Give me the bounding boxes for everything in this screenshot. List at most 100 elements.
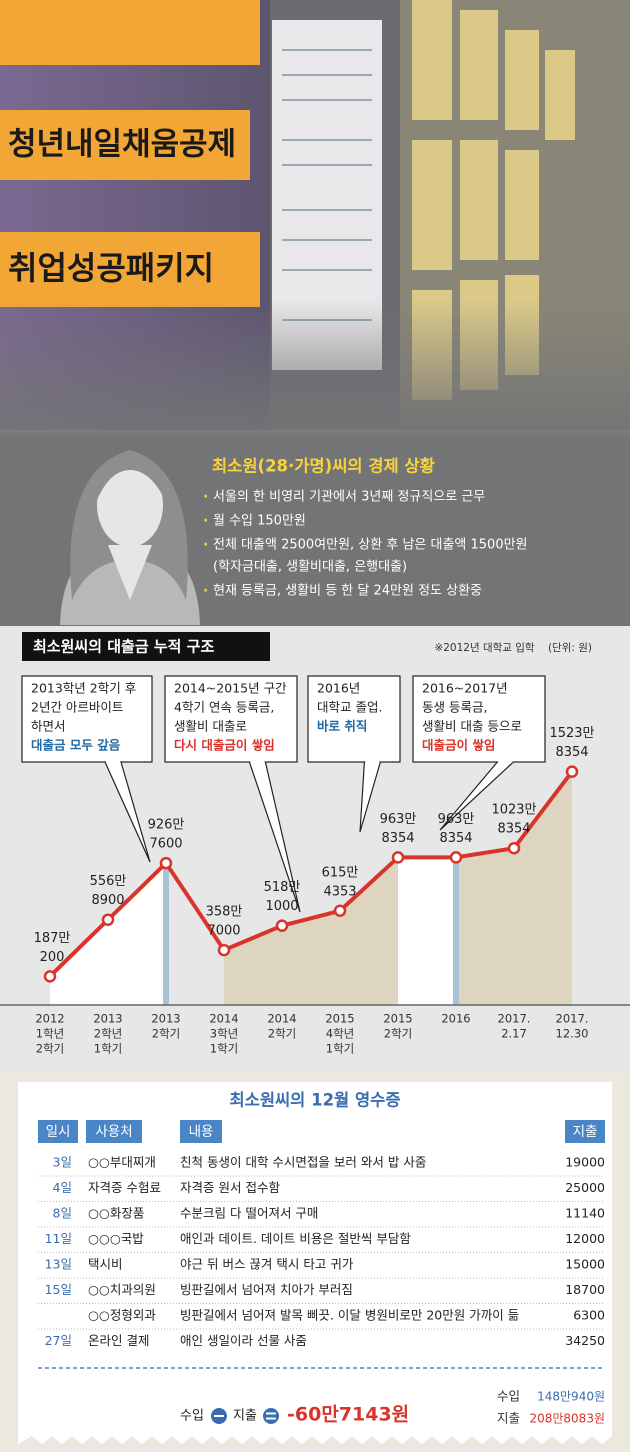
value-label: 4353 [323, 884, 356, 899]
x-tick-label: 2017. [556, 1012, 589, 1026]
receipt-title: 최소원씨의 12월 영수증 [229, 1091, 400, 1110]
amount: 34250 [565, 1333, 605, 1348]
date: 3일 [53, 1155, 72, 1170]
place: ○○화장품 [88, 1206, 144, 1221]
point [217, 943, 231, 957]
callout-emphasis: 대출금 모두 갚음 [31, 738, 121, 753]
callout-pointer [359, 761, 381, 833]
chart-title-box [22, 632, 270, 661]
expense-total: 208만8083원 [529, 1412, 605, 1426]
x-tick-label: 4학년 [326, 1027, 354, 1041]
chart-title: 최소원씨의 대출금 누적 구조 [33, 638, 214, 656]
callout-text: 생활비 대출 등으로 [422, 719, 522, 734]
chart-note: ※2012년 대학교 입학 (단위: 원) [434, 641, 592, 654]
profile-bullet: 월 수입 150만원 [213, 514, 306, 529]
expense-total-label: 지출 [497, 1411, 520, 1426]
callout-text: 2년간 아르바이트 [31, 700, 123, 715]
place: ○○○국밥 [88, 1231, 144, 1246]
amount: 25000 [565, 1180, 605, 1195]
amount: 11140 [565, 1206, 605, 1221]
callout-emphasis: 바로 취직 [317, 719, 367, 734]
callout-emphasis: 다시 대출금이 쌓임 [174, 738, 275, 753]
point [449, 851, 463, 864]
date: 15일 [45, 1282, 72, 1297]
x-tick-label: 1학기 [210, 1042, 238, 1056]
callout-text: 2016년 [317, 681, 360, 696]
equals-bar [266, 1412, 276, 1415]
bullet-dot: · [203, 513, 208, 529]
area-fill [224, 857, 398, 1005]
value-label: 615만 [322, 865, 359, 880]
callout-text: 대학교 졸업. [317, 700, 382, 715]
amount: 15000 [565, 1257, 605, 1272]
callout-text: 2013학년 2학기 후 [31, 681, 136, 696]
value-label: 963만 [438, 812, 475, 827]
callout-text: 생활비 대출로 [174, 719, 247, 734]
silhouette [60, 450, 200, 625]
x-tick-label: 1학기 [94, 1042, 122, 1056]
place: ○○정형외과 [88, 1308, 156, 1323]
bullet-dot: · [203, 537, 208, 553]
x-tick-label: 2012 [35, 1012, 64, 1026]
place: 온라인 결제 [88, 1333, 149, 1348]
area-fill [50, 863, 166, 1005]
x-tick-label: 2013 [93, 1012, 122, 1026]
x-tick-label: 2015 [383, 1012, 412, 1026]
sign [0, 0, 260, 65]
callout-pointer [439, 761, 514, 831]
point [507, 841, 521, 855]
content: 빙판길에서 넘어져 발목 삐끗. 이달 병원비로만 20만원 가까이 듦 [180, 1308, 519, 1323]
value-label: 7600 [149, 837, 182, 852]
amount: 18700 [565, 1282, 605, 1297]
content: 빙판길에서 넘어져 치아가 부러짐 [180, 1282, 353, 1297]
value-label: 518만 [264, 880, 301, 895]
income-label: 수입 [180, 1409, 204, 1424]
value-label: 8354 [555, 745, 588, 760]
content: 애인과 데이트. 데이트 비용은 절반씩 부담함 [180, 1231, 411, 1246]
point [159, 856, 173, 870]
point [101, 913, 115, 926]
header-label: 일시 [46, 1124, 71, 1140]
point [565, 765, 579, 778]
callout-box [164, 675, 298, 763]
x-tick-label: 2학기 [268, 1027, 296, 1041]
header-label: 지출 [573, 1124, 598, 1140]
equals-bar [266, 1417, 276, 1420]
header-cell [565, 1120, 605, 1143]
receipt-paper [18, 1082, 612, 1444]
callout-box [21, 675, 153, 763]
x-tick-label: 2014 [267, 1012, 296, 1026]
bullet-dot: · [203, 489, 208, 505]
expense-label: 지출 [233, 1409, 257, 1424]
x-tick-label: 2학년 [94, 1027, 122, 1041]
value-label: 187만 [34, 931, 71, 946]
profile-bullet: 현재 등록금, 생활비 등 한 달 24만원 정도 상환중 [213, 584, 482, 599]
value-label: 200 [40, 950, 65, 965]
sign [0, 110, 250, 180]
value-label: 358만 [206, 905, 243, 920]
value-label: 926만 [148, 818, 185, 833]
point [333, 904, 347, 918]
callout-box [412, 675, 546, 763]
content: 친척 동생이 대학 수시면접을 보러 와서 밥 사줌 [180, 1155, 426, 1170]
value-label: 963만 [380, 812, 417, 827]
x-tick-label: 2017. [498, 1012, 531, 1026]
profile-bullet: 서울의 한 비영리 기관에서 3년째 정규직으로 근무 [213, 490, 485, 505]
value-label: 8354 [439, 831, 472, 846]
callout-box [307, 675, 401, 763]
x-tick-label: 3학년 [210, 1027, 238, 1041]
profile-bullet: (학자금대출, 생활비대출, 은행대출) [213, 559, 407, 575]
date: 4일 [53, 1180, 72, 1195]
sign-text: 청년내일채움공제 [8, 127, 236, 163]
content: 애인 생일이라 선물 사줌 [180, 1333, 307, 1348]
header-label: 내용 [189, 1124, 214, 1140]
date: 13일 [45, 1257, 72, 1272]
callout-text: 2014~2015년 구간 [174, 681, 287, 696]
x-tick-label: 2학기 [152, 1027, 180, 1041]
income-total: 148만940원 [537, 1390, 605, 1404]
sign-text: 취업성공패키지 [8, 249, 214, 287]
point [275, 919, 289, 932]
area-fill [456, 771, 572, 1005]
bullet-dot: · [203, 583, 208, 599]
